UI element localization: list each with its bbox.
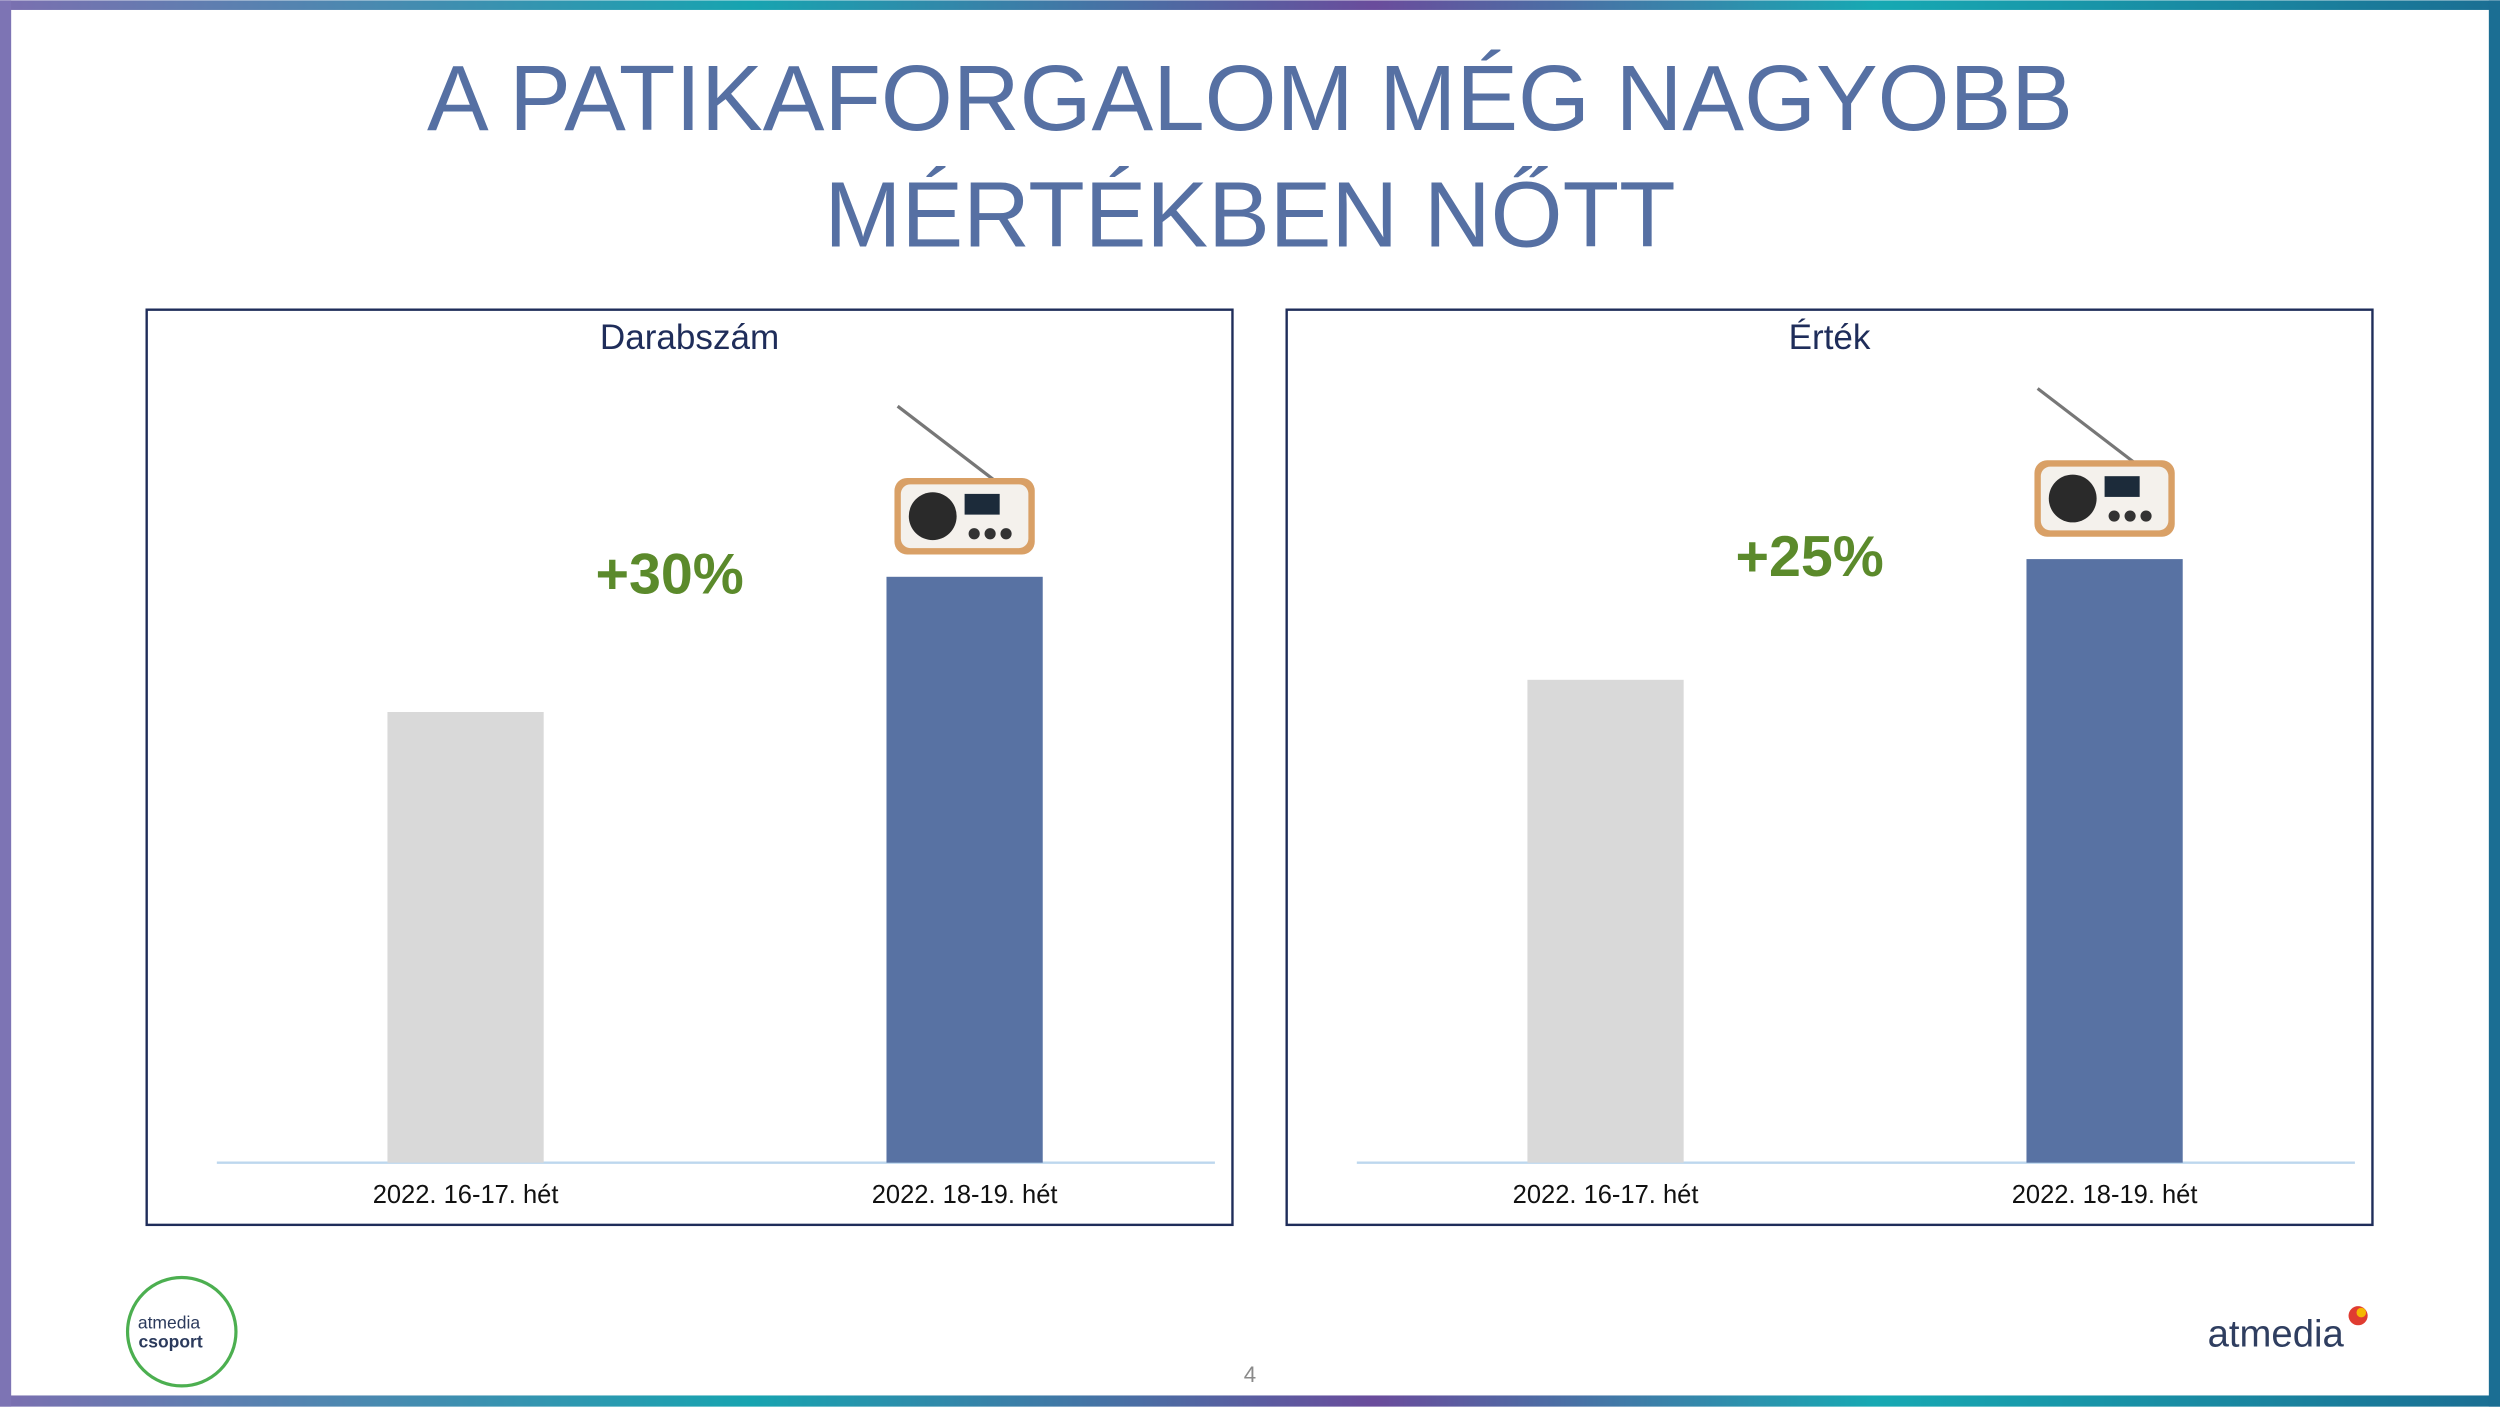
frame-right [2488, 0, 2500, 1407]
frame-bottom [0, 1395, 2500, 1407]
logo-right: atmedia [2208, 1306, 2368, 1356]
x-tick-label: 2022. 18-19. hét [872, 1181, 1058, 1209]
frame-top [0, 0, 2500, 10]
logo-circle [125, 1275, 238, 1388]
frame-left [0, 0, 12, 1407]
slide-title: MÉRTÉKBEN NŐTT [824, 162, 1675, 266]
radio-knob [1000, 528, 1012, 540]
annotation: +25% [1735, 525, 1883, 589]
bar [2026, 559, 2183, 1163]
chart-frame [1285, 308, 2374, 1227]
logo-text: atmedia [138, 1312, 201, 1332]
chart-title: Érték [1789, 318, 1871, 357]
chart-title: Darabszám [600, 318, 779, 357]
bar [387, 712, 544, 1163]
x-tick-label: 2022. 16-17. hét [1513, 1181, 1699, 1209]
radio-knob [984, 528, 996, 540]
radio-knob [968, 528, 980, 540]
radio-knob [2124, 510, 2136, 522]
x-tick-label: 2022. 16-17. hét [373, 1181, 559, 1209]
radio-speaker [908, 492, 957, 541]
logo-text: atmedia [2208, 1313, 2345, 1356]
radio-speaker [2048, 474, 2097, 523]
chart-frame [145, 308, 1234, 1227]
logo-text: csoport [138, 1331, 202, 1351]
radio-display [964, 493, 1000, 515]
logo-dot [2356, 1307, 2367, 1318]
radio-antenna [896, 404, 1001, 486]
radio-display [2104, 476, 2140, 497]
chart: Darabszám 2022. 16-17. hét 2022. 18-19. hé… [145, 308, 1234, 1227]
radio-antenna [2036, 387, 2141, 468]
chart: Érték 2022. 16-17. hét 2022. 18-19. hét +25… [1285, 308, 2374, 1227]
annotation: +30% [595, 543, 743, 607]
logo-left: atmedia csoport [125, 1275, 238, 1388]
page-number: 4 [1244, 1362, 1256, 1387]
x-tick-label: 2022. 18-19. hét [2012, 1181, 2198, 1209]
radio-knob [2108, 510, 2120, 522]
bar [886, 576, 1043, 1163]
radio-knob [2140, 510, 2152, 522]
slide-title: A PATIKAFORGALOM MÉG NAGYOBB [427, 46, 2073, 150]
bar [1527, 679, 1684, 1163]
